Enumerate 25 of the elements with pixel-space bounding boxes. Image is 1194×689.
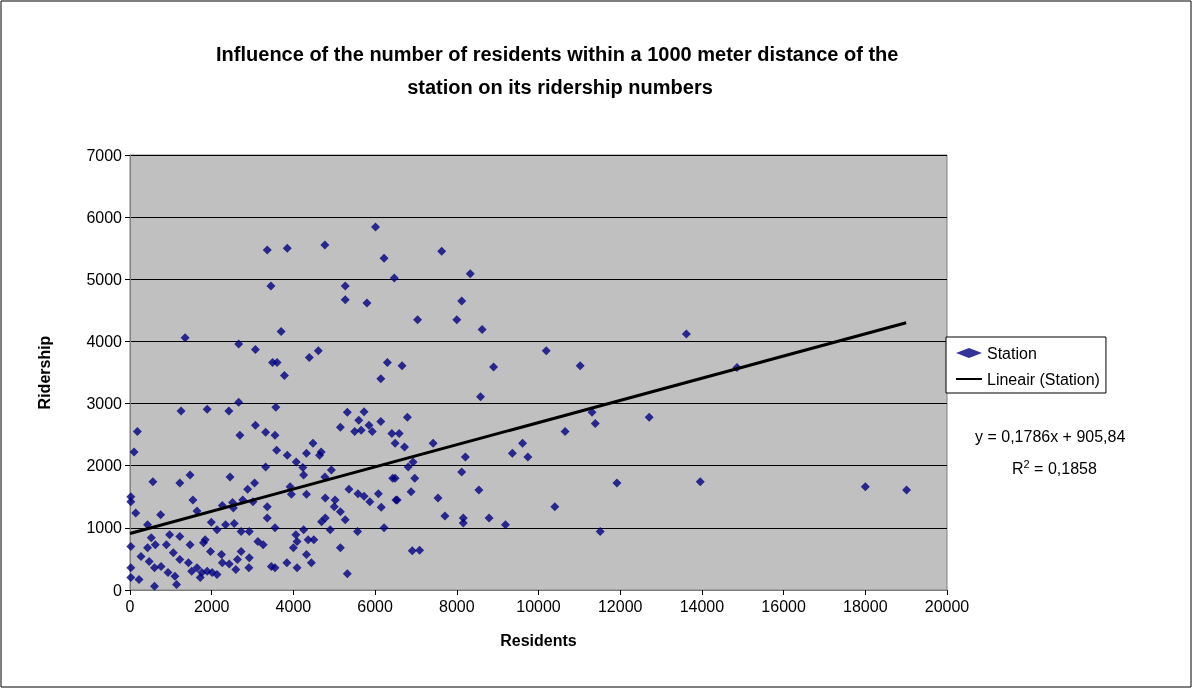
chart-title: Influence of the number of residents within a 1000 meter distance of the station on its ridership numbers (216, 42, 904, 98)
legend-label: Lineair (Station) (987, 370, 1100, 388)
x-tick-label: 6000 (357, 597, 393, 615)
y-tick-label: 6000 (86, 208, 123, 226)
y-tick-label: 5000 (86, 270, 123, 288)
x-axis-title: Residents (500, 631, 577, 649)
x-tick-label: 8000 (439, 597, 475, 615)
x-tick-label: 2000 (193, 597, 230, 615)
x-tick-label: 4000 (275, 597, 312, 615)
y-tick-label: 7000 (86, 146, 123, 164)
y-tick-label: 3000 (86, 395, 123, 413)
x-tick-label: 16000 (761, 597, 806, 615)
y-tick-label: 1000 (86, 519, 123, 537)
text: y = 0,1786x + 905,84 (975, 427, 1126, 445)
y-tick-label: 2000 (86, 457, 123, 475)
x-tick-label: 14000 (679, 597, 725, 615)
x-tick-label: 18000 (843, 597, 888, 615)
x-tick-label: 20000 (924, 597, 970, 615)
y-tick-label: 4000 (86, 332, 123, 350)
y-axis-title: Ridership (35, 335, 53, 410)
y-tick-label: 0 (113, 581, 123, 599)
x-tick-label: 10000 (516, 597, 561, 615)
x-tick-label: 0 (125, 597, 135, 615)
x-tick-label: 12000 (597, 597, 643, 615)
legend-label: Station (987, 344, 1037, 362)
